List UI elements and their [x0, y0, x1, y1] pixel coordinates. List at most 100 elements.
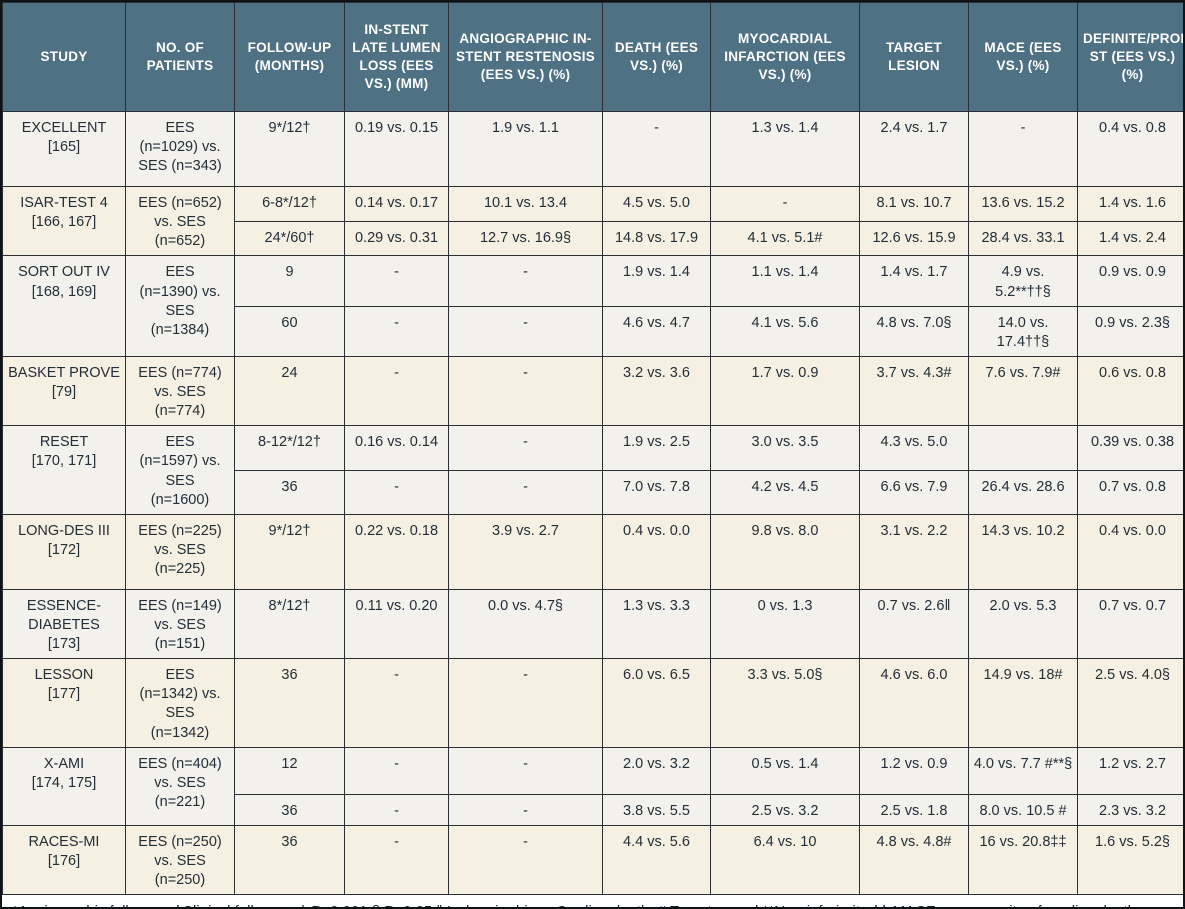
cell-followup: 36: [234, 793, 345, 826]
cell-target_lesion: 4.8 vs. 4.8#: [859, 824, 969, 896]
cell-target_lesion: 3.1 vs. 2.2: [859, 513, 969, 590]
cell-target_lesion: 8.1 vs. 10.7: [859, 185, 969, 223]
cell-mace: 2.0 vs. 5.3: [968, 588, 1078, 660]
cell-followup: 36: [234, 469, 345, 515]
cell-restenosis: -: [448, 824, 603, 896]
cell-mace: 4.0 vs. 7.7 #**§: [968, 746, 1078, 795]
study-name: ISAR-TEST 4: [20, 195, 108, 211]
cell-followup: 8-12*/12†: [234, 425, 345, 471]
column-header-5: DEATH (EES VS.) (%): [602, 2, 711, 112]
table-body: EXCELLENT [165] EES (n=1029) vs. SES (n=34…: [2, 111, 1183, 896]
patients-cell: EES (n=1342) vs. SES (n=1342): [125, 658, 235, 748]
cell-late_lumen_loss: 0.16 vs. 0.14: [344, 425, 449, 471]
cell-late_lumen_loss: 0.22 vs. 0.18: [344, 513, 449, 590]
cell-followup: 60: [234, 305, 345, 357]
cell-target_lesion: 6.6 vs. 7.9: [859, 469, 969, 515]
cell-mace: 7.6 vs. 7.9#: [968, 355, 1078, 427]
study-name: LESSON: [34, 667, 94, 684]
cell-st: 1.4 vs. 1.6: [1077, 185, 1183, 223]
study-name: X-AMI: [43, 755, 85, 772]
cell-st: 1.2 vs. 2.7: [1077, 746, 1183, 795]
cell-target_lesion: 0.7 vs. 2.6‖: [859, 588, 969, 660]
cell-followup: 9: [234, 255, 345, 307]
cell-mi: 1.7 vs. 0.9: [710, 355, 860, 427]
cell-target_lesion: 4.3 vs. 5.0: [859, 425, 969, 471]
cell-mi: 9.8 vs. 8.0: [710, 513, 860, 590]
cell-followup: 9*/12†: [234, 111, 345, 187]
cell-restenosis: -: [448, 425, 603, 471]
patients-cell: EES (n=1597) vs. SES (n=1600): [125, 425, 235, 515]
cell-restenosis: 10.1 vs. 13.4: [448, 185, 603, 223]
cell-restenosis: 3.9 vs. 2.7: [448, 513, 603, 590]
cell-death: -: [602, 111, 711, 187]
cell-st: 0.39 vs. 0.38: [1077, 425, 1183, 471]
cell-mi: 0 vs. 1.3: [710, 588, 860, 660]
cell-late_lumen_loss: -: [344, 255, 449, 307]
cell-restenosis: 0.0 vs. 4.7§: [448, 588, 603, 660]
cell-late_lumen_loss: -: [344, 746, 449, 795]
cell-target_lesion: 1.2 vs. 0.9: [859, 746, 969, 795]
cell-st: 0.7 vs. 0.8: [1077, 469, 1183, 515]
cell-death: 3.8 vs. 5.5: [602, 793, 711, 826]
cell-followup: 8*/12†: [234, 588, 345, 660]
study-reference: [166, 167]: [31, 214, 97, 231]
study-cell: X-AMI [174, 175]: [2, 746, 126, 826]
study-cell: EXCELLENT [165]: [2, 111, 126, 187]
cell-restenosis: -: [448, 469, 603, 515]
cell-st: 0.7 vs. 0.7: [1077, 588, 1183, 660]
cell-followup: 24: [234, 355, 345, 427]
cell-mi: -: [710, 185, 860, 223]
cell-mi: 2.5 vs. 3.2: [710, 793, 860, 826]
table-row: 36- -3.8 vs. 5.5 2.5 vs. 3.2 2.5 vs. 1.8 8.0…: [3, 793, 1183, 826]
study-reference: [177]: [47, 686, 81, 703]
patients-cell: EES (n=250) vs. SES (n=250): [125, 824, 235, 896]
cell-restenosis: 1.9 vs. 1.1: [448, 111, 603, 187]
patients-cell: EES (n=652) vs. SES (n=652): [125, 185, 235, 257]
table-row: 60- -4.6 vs. 4.7 4.1 vs. 5.6 4.8 vs. 7.0§ 14…: [3, 305, 1183, 357]
cell-followup: 36: [234, 824, 345, 896]
cell-st: 0.6 vs. 0.8: [1077, 355, 1183, 427]
column-header-8: MACE (EES VS.) (%): [968, 2, 1078, 112]
study-name: SORT OUT IV: [18, 264, 110, 281]
study-reference: [165]: [47, 139, 81, 156]
cell-restenosis: -: [448, 793, 603, 826]
study-cell: RACES-MI [176]: [2, 824, 126, 896]
study-cell: SORT OUT IV [168, 169]: [2, 255, 126, 357]
table-row: BASKET PROVE [79] EES (n=774) vs. SES (n=7…: [2, 355, 1183, 427]
cell-mace: 14.9 vs. 18#: [968, 658, 1078, 748]
cell-followup: 6-8*/12†: [234, 185, 345, 223]
cell-mace: 14.3 vs. 10.2: [968, 513, 1078, 590]
cell-st: 2.5 vs. 4.0§: [1077, 658, 1183, 748]
cell-st: 1.6 vs. 5.2§: [1077, 824, 1183, 896]
study-name: EXCELLENT: [21, 120, 107, 136]
cell-restenosis: -: [448, 658, 603, 748]
column-header-7: TARGET LESION: [859, 2, 969, 112]
cell-mi: 1.1 vs. 1.4: [710, 255, 860, 307]
cell-target_lesion: 3.7 vs. 4.3#: [859, 355, 969, 427]
cell-restenosis: -: [448, 255, 603, 307]
cell-mi: 0.5 vs. 1.4: [710, 746, 860, 795]
column-header-6: MYOCARDIAL INFARCTION (EES VS.) (%): [710, 2, 860, 112]
column-header-3: IN-STENT LATE LUMEN LOSS (EES VS.) (MM): [344, 2, 449, 112]
cell-mi: 1.3 vs. 1.4: [710, 111, 860, 187]
cell-target_lesion: 4.6 vs. 6.0: [859, 658, 969, 748]
table-row: RESET [170, 171] EES (n=1597) vs. SES (n=1…: [2, 425, 1183, 515]
study-cell: RESET [170, 171]: [2, 425, 126, 515]
cell-late_lumen_loss: -: [344, 793, 449, 826]
patients-cell: EES (n=225) vs. SES (n=225): [125, 513, 235, 590]
cell-death: 1.9 vs. 2.5: [602, 425, 711, 471]
cell-st: 0.9 vs. 2.3§: [1077, 305, 1183, 357]
cell-target_lesion: 2.4 vs. 1.7: [859, 111, 969, 187]
cell-mace: 28.4 vs. 33.1: [968, 221, 1078, 257]
cell-mace: 13.6 vs. 15.2: [968, 185, 1078, 223]
cell-death: 6.0 vs. 6.5: [602, 658, 711, 748]
cell-followup: 12: [234, 746, 345, 795]
cell-mi: 3.3 vs. 5.0§: [710, 658, 860, 748]
cell-restenosis: -: [448, 746, 603, 795]
cell-mace: [968, 425, 1078, 471]
cell-late_lumen_loss: -: [344, 469, 449, 515]
table-row: X-AMI [174, 175] EES (n=404) vs. SES (n=22…: [2, 746, 1183, 826]
study-reference: [176]: [47, 852, 81, 869]
column-header-9: DEFINITE/PROBABLE ST (EES VS.) (%): [1077, 2, 1183, 112]
